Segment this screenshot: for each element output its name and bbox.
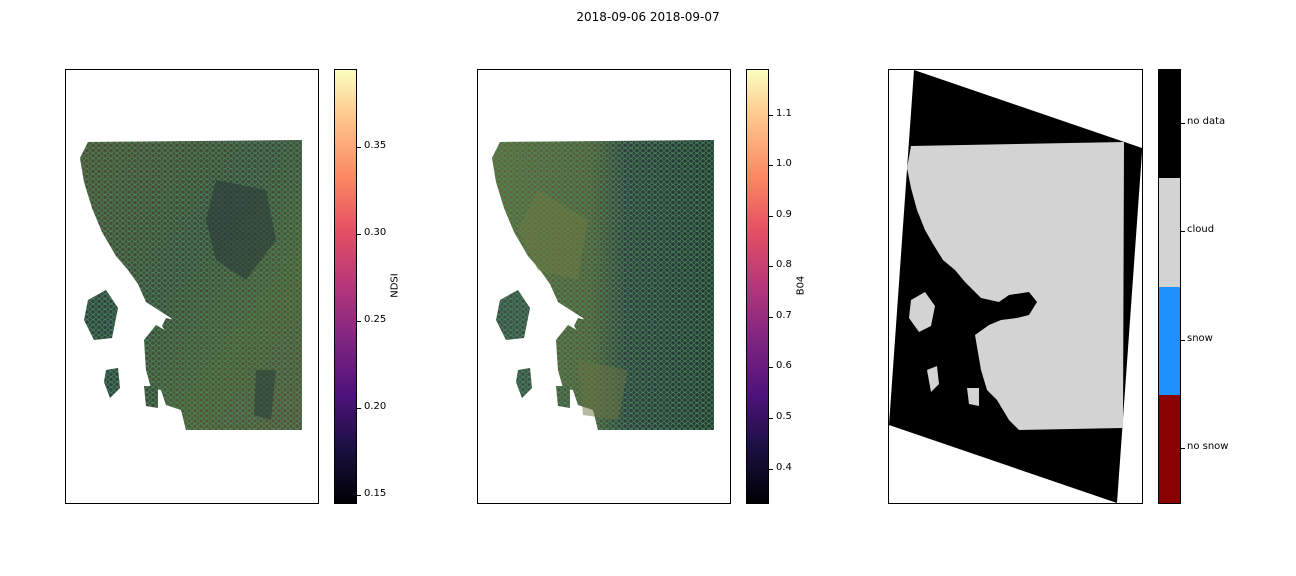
- colorbar-tick-mark: [769, 115, 773, 116]
- colorbar-tick-mark: [769, 367, 773, 368]
- colorbar-tick-label: 0.20: [364, 401, 387, 412]
- class-colorbar-segment: [1159, 286, 1180, 395]
- colorbar-tick-label: 0.25: [364, 314, 387, 325]
- colorbar-tick-mark: [357, 234, 361, 235]
- colorbar-tick-label: 0.6: [776, 360, 792, 371]
- ndsi-colorbar-gradient: [335, 70, 356, 503]
- colorbar-tick-mark: [357, 495, 361, 496]
- class-colorbar-label: cloud: [1187, 224, 1215, 235]
- class-colorbar-segments: [1159, 70, 1180, 503]
- colorbar-tick-label: 0.4: [776, 462, 792, 473]
- colorbar-tick-mark: [769, 418, 773, 419]
- colorbar-tick-mark: [1181, 340, 1185, 341]
- ndsi-colorbar-label: NDSI: [389, 273, 401, 298]
- snow-class-map: [889, 70, 1142, 503]
- colorbar-tick-label: 0.9: [776, 209, 792, 220]
- colorbar-tick-mark: [357, 147, 361, 148]
- b04-colorbar: [746, 69, 769, 504]
- colorbar-tick-label: 1.1: [776, 108, 792, 119]
- class-colorbar-label: snow: [1187, 333, 1213, 344]
- ndsi-map-panel: [65, 69, 319, 504]
- b04-map: [492, 140, 714, 430]
- colorbar-tick-mark: [357, 321, 361, 322]
- b04-map-panel: [477, 69, 731, 504]
- class-colorbar: [1158, 69, 1181, 504]
- class-colorbar-segment: [1159, 70, 1180, 179]
- colorbar-tick-mark: [769, 317, 773, 318]
- colorbar-tick-mark: [1181, 231, 1185, 232]
- snow-class-map-panel: [888, 69, 1143, 504]
- class-cloud-region: [907, 142, 1124, 430]
- colorbar-tick-label: 0.35: [364, 140, 387, 151]
- colorbar-tick-label: 0.30: [364, 227, 387, 238]
- ndsi-land-region: [80, 140, 302, 430]
- b04-land-region: [492, 140, 714, 430]
- class-colorbar-label: no snow: [1187, 441, 1229, 452]
- colorbar-tick-mark: [1181, 123, 1185, 124]
- b04-colorbar-label: B04: [795, 275, 807, 296]
- class-colorbar-segment: [1159, 178, 1180, 287]
- colorbar-tick-mark: [357, 408, 361, 409]
- colorbar-tick-mark: [769, 469, 773, 470]
- colorbar-tick-label: 0.7: [776, 310, 792, 321]
- colorbar-tick-label: 0.5: [776, 411, 792, 422]
- colorbar-tick-mark: [769, 165, 773, 166]
- colorbar-tick-label: 0.15: [364, 488, 387, 499]
- ndsi-map: [80, 140, 302, 430]
- class-colorbar-segment: [1159, 394, 1180, 503]
- colorbar-tick-mark: [769, 216, 773, 217]
- colorbar-tick-mark: [1181, 448, 1185, 449]
- figure-title: 2018-09-06 2018-09-07: [576, 10, 720, 24]
- ndsi-colorbar: [334, 69, 357, 504]
- colorbar-tick-mark: [769, 266, 773, 267]
- b04-colorbar-gradient: [747, 70, 768, 503]
- class-colorbar-label: no data: [1187, 116, 1226, 127]
- colorbar-tick-label: 1.0: [776, 158, 792, 169]
- colorbar-tick-label: 0.8: [776, 259, 792, 270]
